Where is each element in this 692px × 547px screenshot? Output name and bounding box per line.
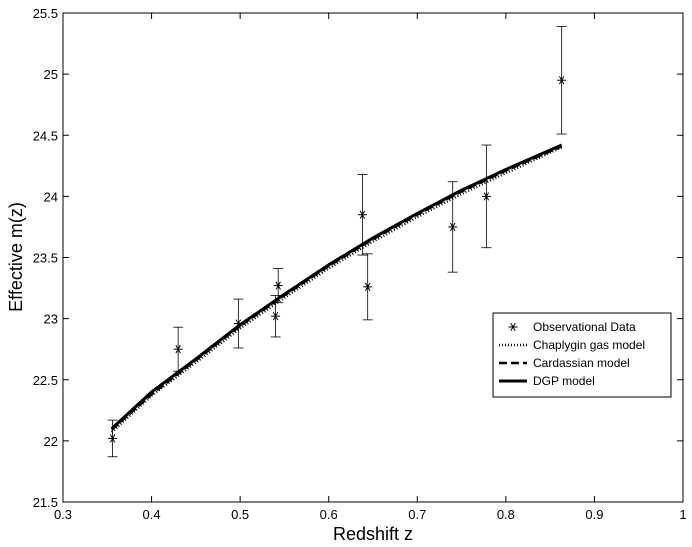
asterisk-marker	[481, 192, 491, 201]
data-point	[270, 294, 281, 338]
data-point	[273, 268, 284, 304]
asterisk-marker	[108, 434, 118, 443]
x-tick-label: 1	[679, 507, 686, 522]
x-tick-label: 0.9	[585, 507, 603, 522]
y-tick-label: 22.5	[33, 373, 58, 388]
asterisk-marker	[448, 222, 458, 232]
asterisk-marker	[233, 319, 243, 328]
y-tick-label: 23.5	[33, 251, 58, 266]
y-tick-label: 25.5	[33, 6, 58, 21]
asterisk-marker	[357, 210, 367, 219]
plot-area: 0.3 0.4 0.5 0.6 0.7 0.8 0.9 1 21.5 22 22.5 23 23.5 24…	[33, 6, 687, 522]
legend-label: DGP model	[533, 374, 595, 388]
data-point	[447, 181, 458, 273]
data-point	[233, 298, 244, 349]
legend-label: Cardassian model	[533, 356, 630, 370]
asterisk-marker	[271, 312, 281, 321]
x-tick-label: 0.4	[143, 507, 161, 522]
y-tick-label: 24.5	[33, 128, 58, 143]
legend-box	[492, 312, 672, 398]
legend-label: Chaplygin gas model	[533, 338, 645, 352]
y-axis-title: Effective m(z)	[6, 202, 26, 312]
asterisk-marker	[273, 281, 283, 290]
y-tick-label: 21.5	[33, 495, 58, 510]
data-point	[173, 326, 184, 372]
data-point	[357, 173, 368, 256]
plot-frame	[62, 12, 684, 503]
asterisk-marker	[363, 282, 373, 291]
legend-label: Observational Data	[533, 320, 636, 334]
x-tick-label: 0.8	[497, 507, 515, 522]
data-point	[481, 144, 492, 249]
data-point	[107, 419, 118, 458]
series-line-solid	[110, 143, 563, 430]
legend-marker-asterisk	[508, 322, 518, 332]
y-tick-label: 22	[44, 434, 58, 449]
x-axis-title: Redshift z	[333, 524, 413, 544]
series-line-dotted	[110, 146, 563, 434]
y-tick-label: 25	[44, 67, 58, 82]
x-tick-label: 0.6	[320, 507, 338, 522]
asterisk-marker	[173, 345, 183, 354]
x-tick-label: 0.5	[231, 507, 249, 522]
data-point	[556, 26, 567, 135]
x-tick-label: 0.7	[408, 507, 426, 522]
y-tick-label: 24	[44, 189, 58, 204]
data-point	[362, 253, 373, 321]
legend: Observational Data Chaplygin gas model Car…	[492, 312, 672, 398]
x-tick-label: 0.3	[54, 507, 72, 522]
y-tick-label: 23	[44, 312, 58, 327]
asterisk-marker	[557, 76, 567, 85]
